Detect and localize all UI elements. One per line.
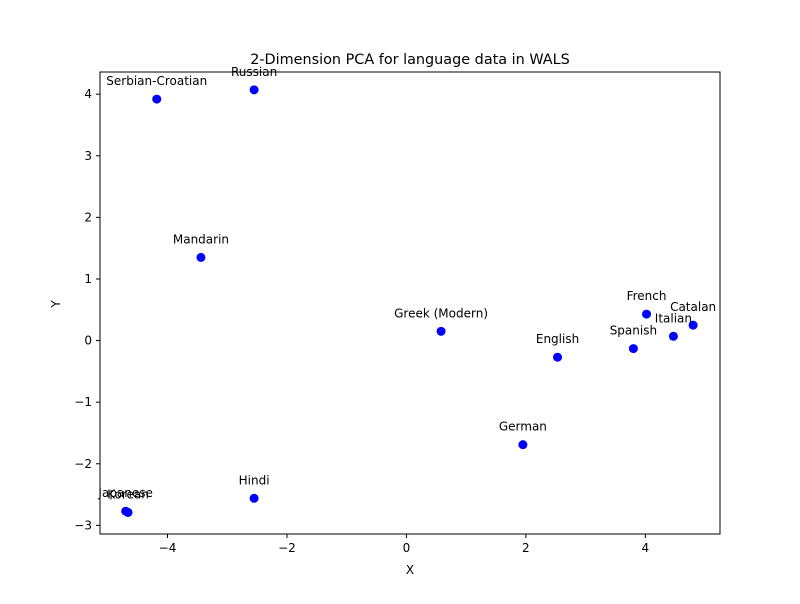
point-label: English bbox=[536, 332, 579, 346]
point-label: Serbian-Croatian bbox=[106, 74, 207, 88]
data-point bbox=[249, 493, 259, 503]
data-point bbox=[642, 309, 652, 319]
chart-title: 2-Dimension PCA for language data in WAL… bbox=[250, 52, 570, 68]
y-tick-label: 0 bbox=[84, 334, 92, 348]
x-tick-label: 4 bbox=[642, 541, 650, 555]
data-point bbox=[196, 252, 206, 262]
y-tick-label: 4 bbox=[84, 87, 92, 101]
point-label: Italian bbox=[655, 311, 692, 325]
plot-area bbox=[99, 71, 721, 535]
data-point bbox=[249, 85, 259, 95]
x-tick-label: 2 bbox=[522, 541, 530, 555]
data-point bbox=[553, 352, 563, 362]
point-label: Japanese bbox=[97, 486, 153, 500]
point-label: French bbox=[627, 289, 667, 303]
data-point bbox=[628, 344, 638, 354]
x-axis-ticks: −4 −2 0 2 4 bbox=[159, 534, 650, 555]
plot-frame bbox=[99, 71, 721, 535]
y-axis-ticks: −3 −2 −1 0 1 2 3 4 bbox=[74, 87, 100, 532]
data-points bbox=[121, 85, 698, 517]
data-point bbox=[152, 94, 162, 104]
point-label: Russian bbox=[231, 65, 277, 79]
point-label: Spanish bbox=[610, 324, 657, 338]
point-labels: Serbian-Croatian Russian Mandarin Greek (Mo… bbox=[97, 65, 716, 502]
point-label: Hindi bbox=[239, 473, 270, 487]
data-point bbox=[668, 331, 678, 341]
data-point bbox=[436, 326, 446, 336]
point-label: German bbox=[499, 420, 547, 434]
data-point bbox=[518, 440, 528, 450]
y-tick-label: −2 bbox=[74, 457, 92, 471]
data-point bbox=[688, 320, 698, 330]
point-label: Mandarin bbox=[173, 232, 229, 246]
y-tick-label: 3 bbox=[84, 149, 92, 163]
y-axis-label: Y bbox=[49, 300, 63, 309]
point-label: Greek (Modern) bbox=[394, 306, 488, 320]
point-label: Catalan bbox=[670, 300, 716, 314]
x-tick-label: −2 bbox=[278, 541, 296, 555]
data-point bbox=[123, 507, 133, 517]
point-label: Korean bbox=[107, 487, 149, 501]
x-axis-label: X bbox=[406, 563, 414, 577]
y-tick-label: 2 bbox=[84, 210, 92, 224]
y-tick-label: 1 bbox=[84, 272, 92, 286]
y-tick-label: −3 bbox=[74, 518, 92, 532]
y-tick-label: −1 bbox=[74, 395, 92, 409]
x-tick-label: 0 bbox=[403, 541, 411, 555]
x-tick-label: −4 bbox=[159, 541, 177, 555]
